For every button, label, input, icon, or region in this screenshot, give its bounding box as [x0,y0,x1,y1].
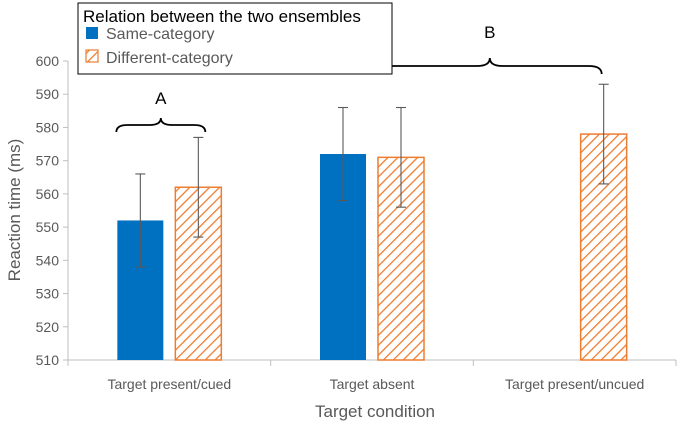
brace-b [377,57,603,75]
legend-title: Relation between the two ensembles [83,7,361,26]
bars [117,133,628,361]
x-axis: Target present/cued Target absent Target p… [67,359,677,392]
x-axis-title: Target condition [315,402,435,421]
annotation-label-a: A [155,89,167,108]
y-tick-label: 600 [36,53,60,69]
legend-swatch-different-category [85,49,99,63]
y-tick-label: 520 [36,319,60,335]
x-tick-label: Target absent [330,376,415,392]
y-axis: 510 520 530 540 550 560 570 580 590 600 [36,53,69,368]
y-tick-label: 540 [36,252,60,268]
y-tick-label: 570 [36,153,60,169]
legend-label-different-category: Different-category [106,50,233,67]
y-tick-label: 530 [36,286,60,302]
y-tick-label: 510 [36,352,60,368]
legend-label-same-category: Same-category [106,26,215,43]
legend-swatch-same-category [86,27,98,39]
y-tick-label: 550 [36,219,60,235]
x-tick-label: Target present/cued [107,376,231,392]
y-axis-title: Reaction time (ms) [5,139,24,282]
legend-box [77,2,393,75]
legend: Relation between the two ensembles Same-… [77,2,393,75]
y-tick-label: 560 [36,186,60,202]
y-tick-label: 590 [36,86,60,102]
brace-a [115,117,207,133]
error-bars [135,83,609,268]
x-tick-label: Target present/uncued [505,376,644,392]
annotation-label-b: B [484,23,495,42]
y-tick-label: 580 [36,119,60,135]
